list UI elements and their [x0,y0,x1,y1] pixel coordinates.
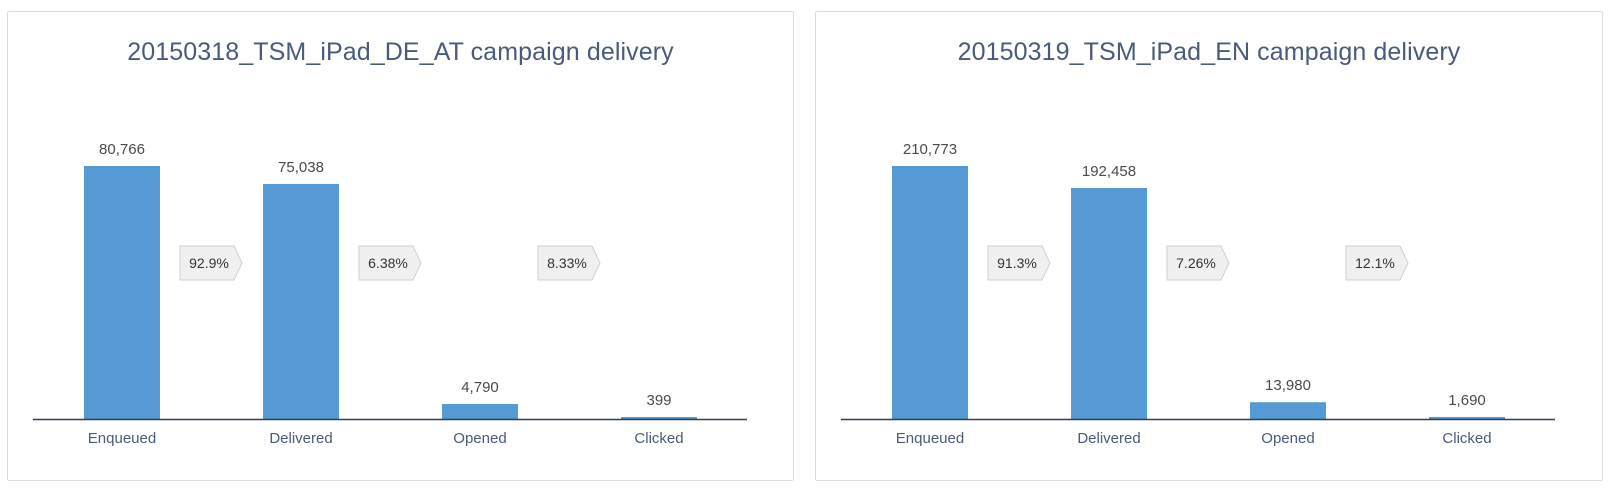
chart-title: 20150319_TSM_iPad_EN campaign delivery [957,38,1461,66]
conversion-rate-arrow [179,245,243,281]
conversion-rate-label: 12.1% [1355,255,1395,271]
bar-value-label: 13,980 [1265,377,1311,394]
bar-enqueued [84,166,160,419]
conversion-rate-badge: 12.1% [1345,245,1409,281]
bar-clicked [621,417,697,419]
conversion-rate-badge: 91.3% [987,245,1051,281]
category-label: Clicked [634,430,683,447]
conversion-rate-label: 7.26% [1176,255,1216,271]
bar-value-label: 399 [646,392,671,409]
conversion-rate-label: 91.3% [997,255,1037,271]
delivery-funnel-chart: 80,766 Enqueued 75,038 Delivered 4,790 Opened… [33,141,747,447]
bar-value-label: 75,038 [278,159,324,176]
bar-opened [442,403,518,419]
bar-delivered [263,183,339,419]
delivery-chart-panel-en: 20150319_TSM_iPad_EN campaign delivery 2… [815,11,1603,481]
category-label: Clicked [1442,430,1491,447]
category-label: Opened [453,430,506,447]
bar-enqueued [892,166,968,419]
delivery-funnel-chart: 210,773 Enqueued 192,458 Delivered 13,980 Ope… [841,141,1555,447]
chart-title: 20150318_TSM_iPad_DE_AT campaign deliver… [127,38,674,66]
category-label: Enqueued [896,430,964,447]
bar-value-label: 210,773 [903,141,957,158]
bar-clicked [1429,416,1505,419]
bar-delivered [1071,187,1147,419]
conversion-rate-label: 6.38% [368,255,408,271]
conversion-rate-label: 8.33% [547,255,587,271]
conversion-rate-arrow [358,245,422,281]
bar-opened [1250,402,1326,419]
bar-value-label: 4,790 [461,379,499,396]
conversion-rate-arrow [987,245,1051,281]
category-label: Enqueued [88,430,156,447]
conversion-rate-badge: 7.26% [1166,245,1230,281]
category-label: Delivered [269,430,332,447]
conversion-rate-badge: 92.9% [179,245,243,281]
conversion-rate-label: 92.9% [189,255,229,271]
bar-value-label: 80,766 [99,141,145,158]
conversion-rate-arrow [537,245,601,281]
category-label: Delivered [1077,430,1140,447]
bar-value-label: 192,458 [1082,163,1136,180]
delivery-chart-panel-de-at: 20150318_TSM_iPad_DE_AT campaign deliver… [7,11,794,481]
category-label: Opened [1261,430,1314,447]
conversion-rate-arrow [1345,245,1409,281]
conversion-rate-arrow [1166,245,1230,281]
bar-value-label: 1,690 [1448,392,1486,409]
conversion-rate-badge: 8.33% [537,245,601,281]
conversion-rate-badge: 6.38% [358,245,422,281]
